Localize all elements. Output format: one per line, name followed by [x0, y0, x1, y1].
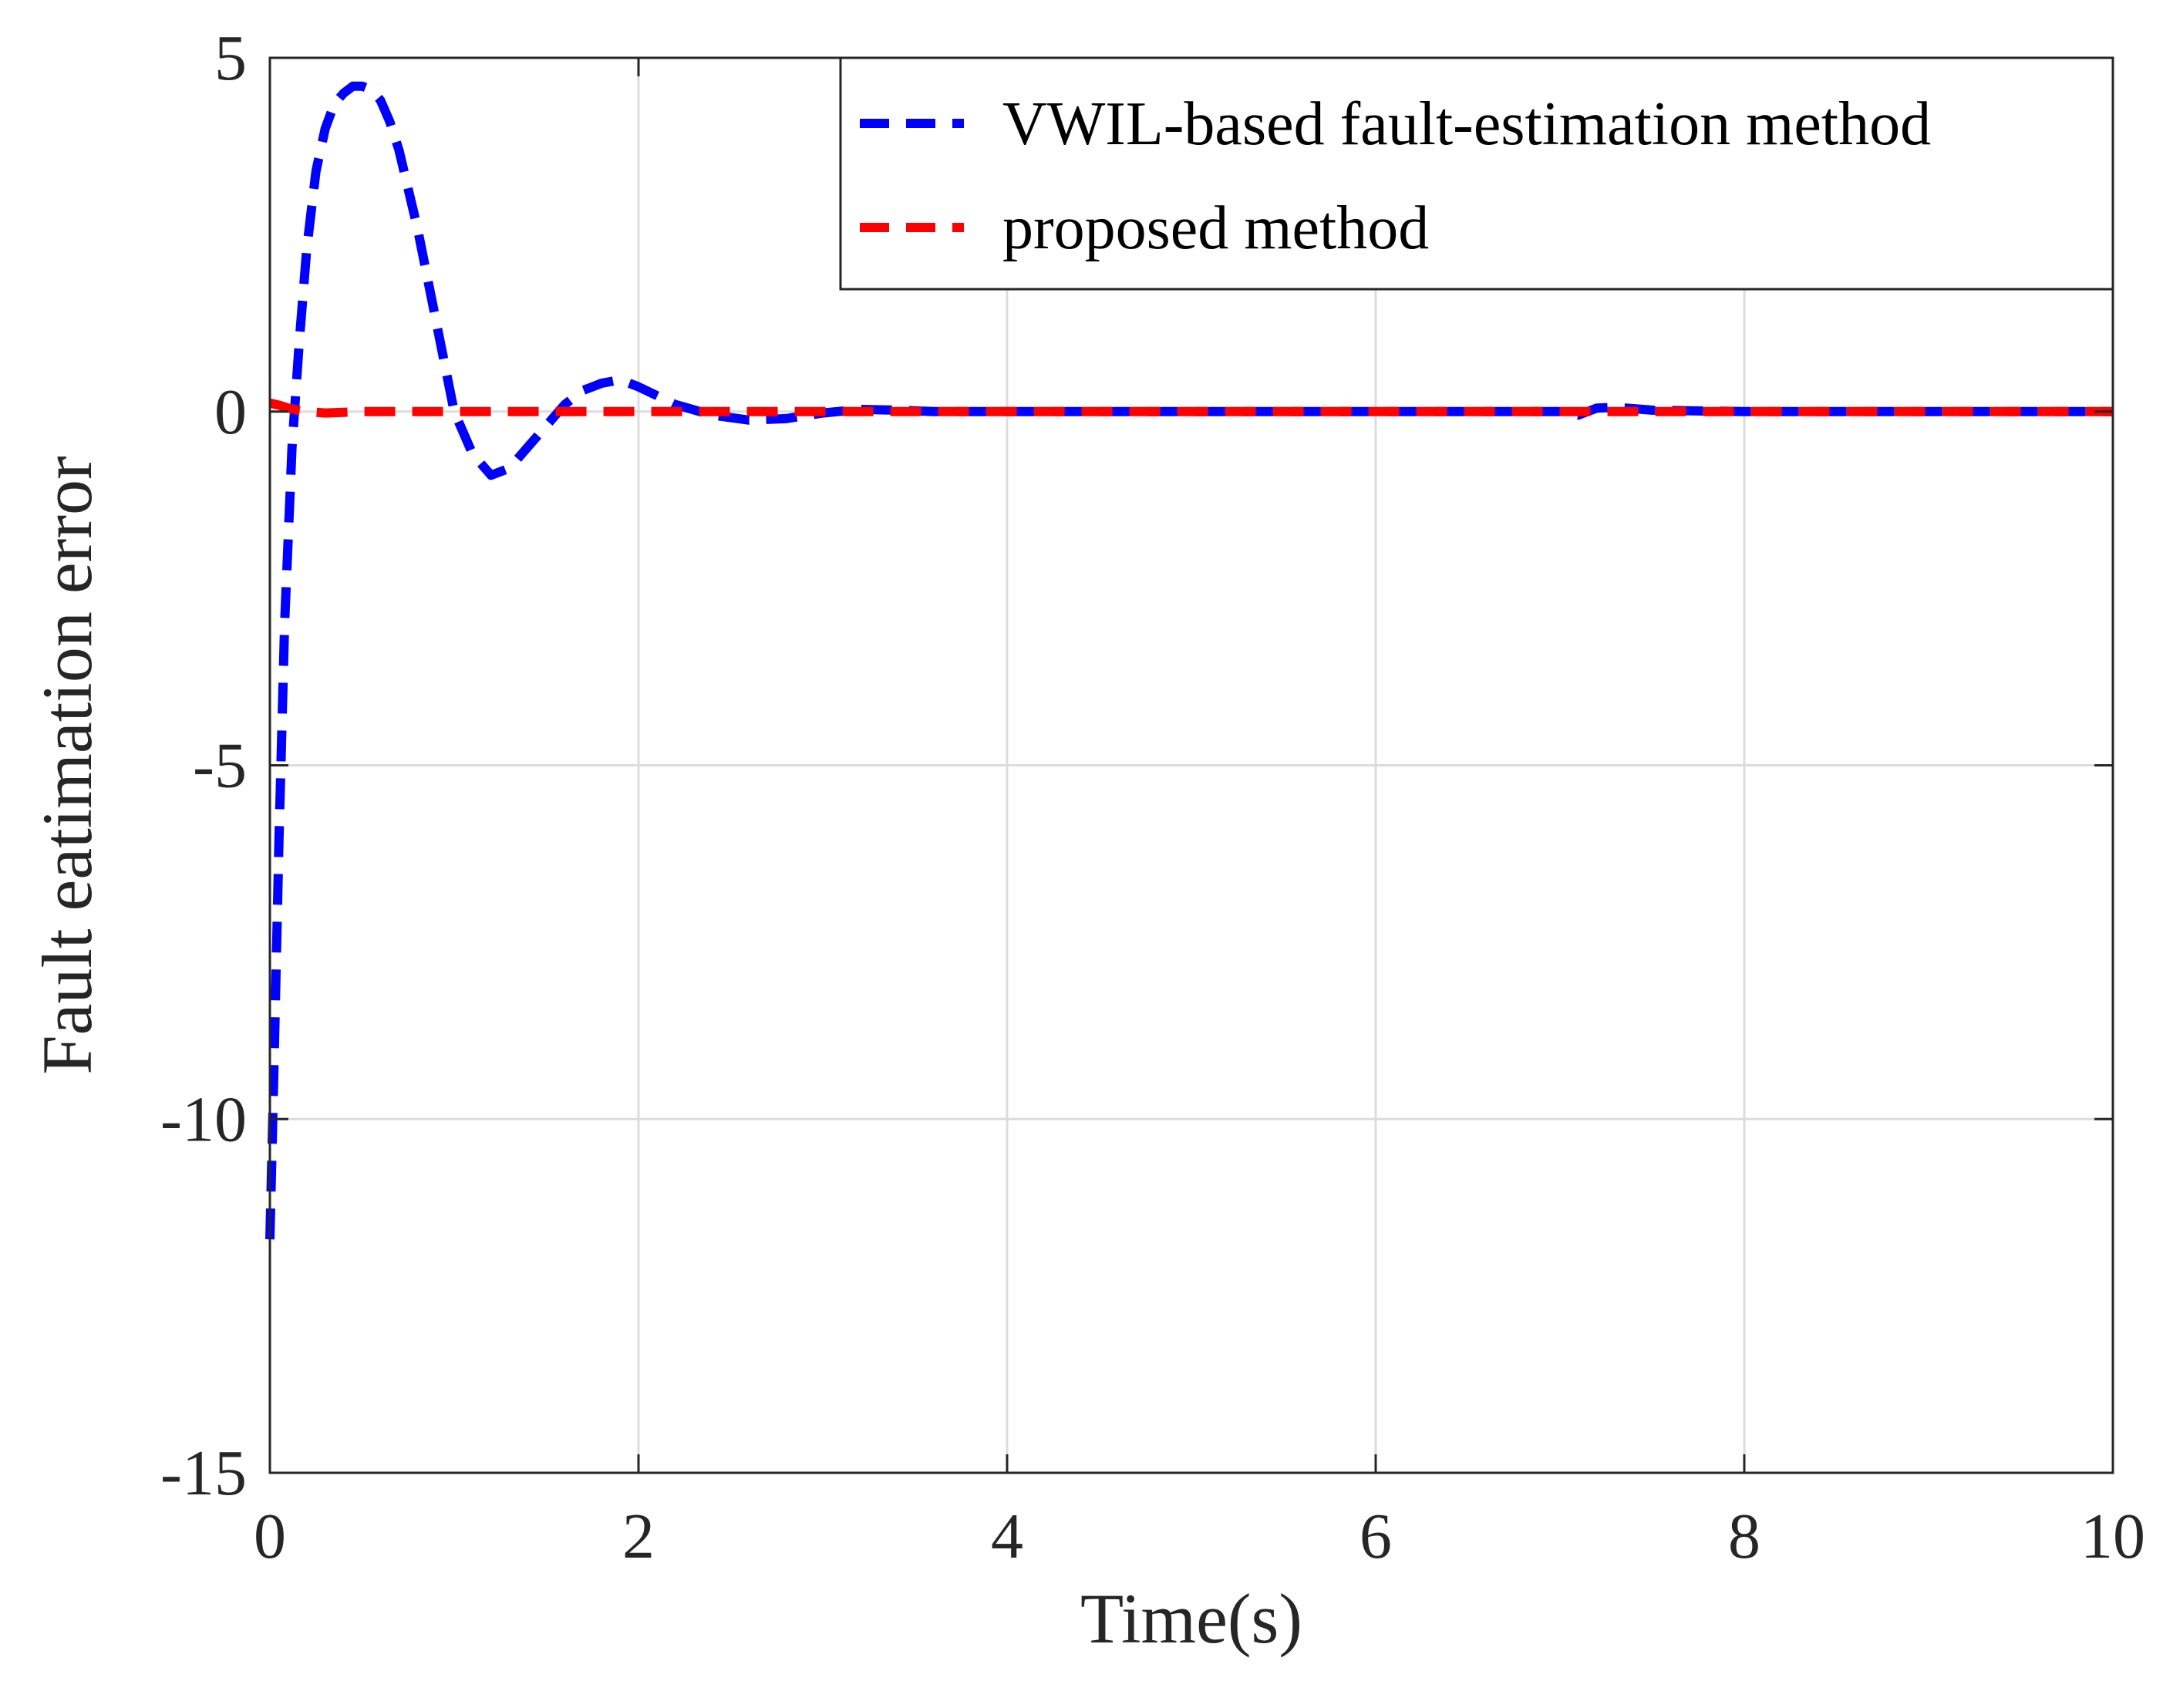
x-tick-label: 4 — [991, 1501, 1023, 1572]
y-tick-label: 0 — [214, 376, 247, 448]
series-line-vwil — [265, 81, 2113, 1240]
x-tick-label: 6 — [1359, 1501, 1392, 1572]
legend: VWIL-based fault-estimation method propo… — [839, 56, 2114, 291]
y-tick-label: -10 — [160, 1083, 247, 1155]
legend-box — [839, 56, 2114, 291]
tick-labels: 0 2 4 6 8 10 -15 -10 -5 0 5 — [160, 22, 2145, 1572]
legend-label-vwil: VWIL-based fault-estimation method — [1002, 90, 1931, 158]
x-tick-label: 10 — [2080, 1501, 2145, 1572]
y-tick-label: 5 — [214, 22, 247, 94]
x-tick-label: 8 — [1728, 1501, 1760, 1572]
legend-label-proposed: proposed method — [1002, 194, 1429, 262]
x-tick-label: 0 — [254, 1501, 286, 1572]
series-layer — [265, 81, 2113, 1240]
series-line-proposed — [268, 398, 2113, 418]
y-axis-label: Fault eatimation error — [28, 456, 106, 1074]
y-tick-label: -5 — [193, 730, 247, 802]
y-tick-label: -15 — [160, 1437, 247, 1509]
x-tick-label: 2 — [622, 1501, 655, 1572]
x-axis-label: Time(s) — [1080, 1579, 1302, 1658]
